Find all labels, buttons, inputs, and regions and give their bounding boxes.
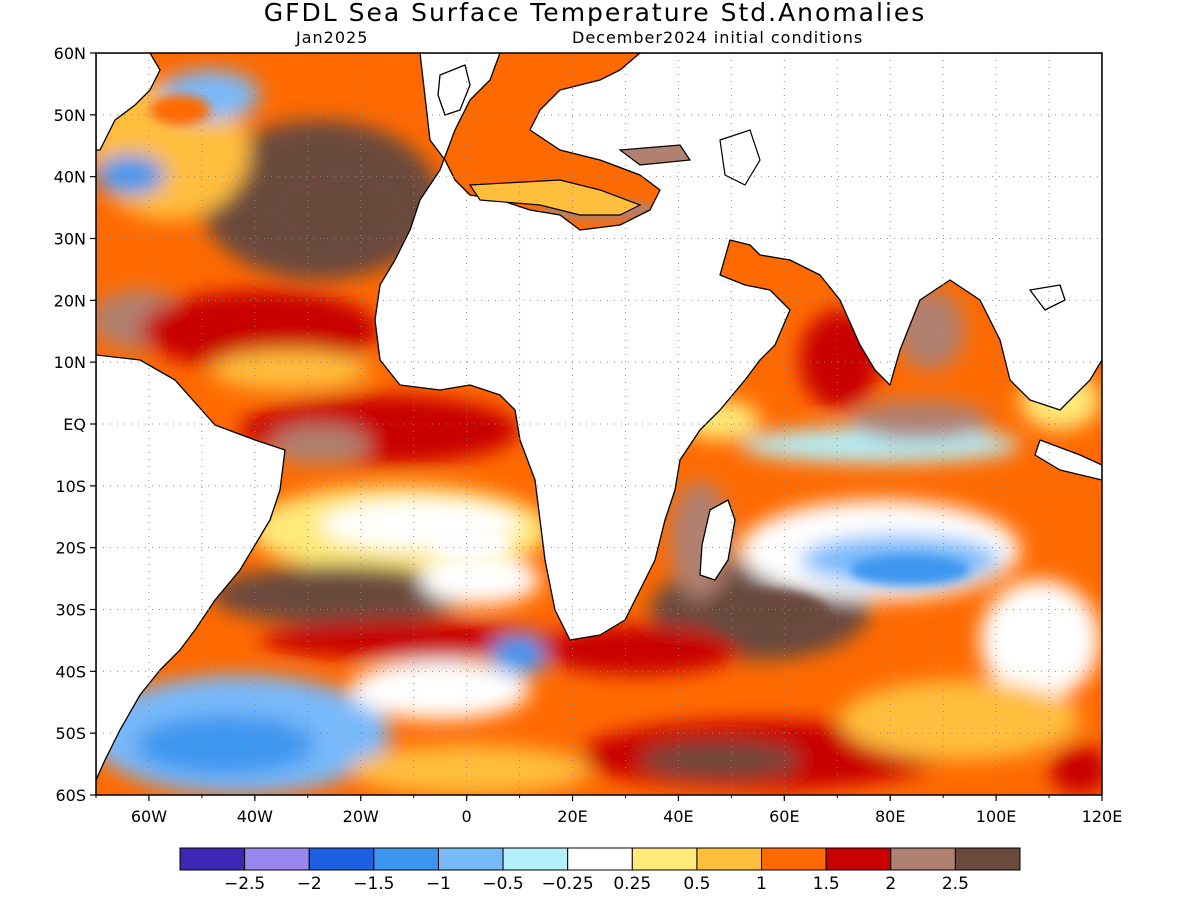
colorbar-swatch (502, 847, 569, 871)
colorbar-swatch (954, 847, 1021, 871)
colorbar-label: −0.5 (482, 874, 523, 894)
inland-seas (468, 129, 761, 216)
colorbar-swatch (373, 847, 439, 871)
latitude-axis: 60N 50N 40N 30N 20N 10N EQ 10S 20S 30S 40S 50S 60S (54, 44, 96, 805)
lon-tick-label: 20E (557, 807, 587, 826)
lat-tick-label: 40N (54, 168, 86, 187)
colorbar-swatch (437, 847, 504, 871)
lon-tick-label: 60W (131, 807, 167, 826)
lat-tick-label: 30S (55, 601, 86, 620)
colorbar: −2.5 −2 −1.5 −1 −0.5 −0.25 0.25 0.5 1 1.5 2 2.5 (179, 847, 1021, 894)
lon-tick-label: 80E (875, 807, 905, 826)
lon-tick-label: 100E (976, 807, 1017, 826)
colorbar-swatch (696, 847, 763, 871)
lon-tick-label: 20W (343, 807, 379, 826)
colorbar-swatch (825, 847, 892, 871)
graticule (96, 53, 1102, 795)
colorbar-swatch (308, 847, 375, 871)
lat-tick-label: 40S (55, 662, 86, 681)
map-title: GFDL Sea Surface Temperature Std.Anomali… (263, 0, 927, 27)
coastlines (96, 53, 1102, 781)
lat-tick-label: 20N (54, 291, 86, 310)
colorbar-label: 1 (756, 874, 767, 894)
lon-tick-label: 40W (237, 807, 273, 826)
lat-tick-label: EQ (63, 415, 86, 434)
colorbar-swatch (631, 847, 698, 871)
colorbar-label: −0.25 (542, 874, 594, 894)
lon-tick-label: 60E (769, 807, 799, 826)
lat-tick-label: 60S (55, 786, 86, 805)
colorbar-label: 0.5 (683, 874, 710, 894)
colorbar-label: 0.25 (613, 874, 651, 894)
lat-tick-label: 60N (54, 44, 86, 63)
longitude-axis: 60W 40W 20W 0 20E 40E 60E 80E 100E 120E (95, 795, 1123, 826)
lat-tick-label: 50S (55, 724, 86, 743)
colorbar-swatch (761, 847, 827, 871)
lat-tick-label: 50N (54, 106, 86, 125)
init-conditions-label: December2024 initial conditions (572, 28, 864, 47)
colorbar-label: −2 (297, 874, 322, 894)
lat-tick-label: 20S (55, 539, 86, 558)
lon-tick-label: 120E (1082, 807, 1123, 826)
colorbar-label: 2 (885, 874, 896, 894)
valid-month-label: Jan2025 (296, 28, 369, 47)
lat-tick-label: 30N (54, 230, 86, 249)
lon-tick-label: 0 (462, 807, 472, 826)
colorbar-swatch (244, 847, 310, 871)
lon-tick-label: 40E (663, 807, 693, 826)
lat-tick-label: 10N (54, 353, 86, 372)
lat-tick-label: 10S (55, 477, 86, 496)
colorbar-swatch (890, 847, 956, 871)
colorbar-swatch (567, 847, 633, 871)
colorbar-label: −1.5 (353, 874, 394, 894)
colorbar-label: −1 (426, 874, 451, 894)
colorbar-swatch (179, 847, 246, 871)
colorbar-label: 2.5 (942, 874, 969, 894)
colorbar-label: 1.5 (813, 874, 840, 894)
colorbar-label: −2.5 (224, 874, 265, 894)
